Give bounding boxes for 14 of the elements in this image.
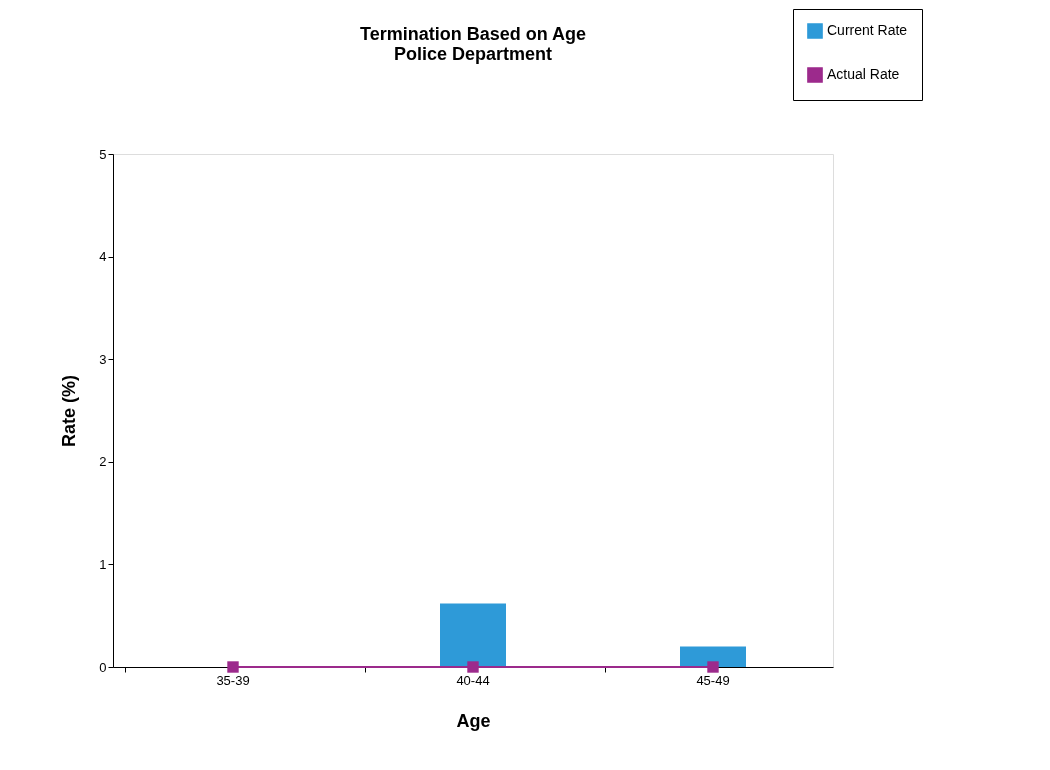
y-tick-label: 3: [99, 351, 107, 367]
legend-label: Actual Rate: [827, 66, 900, 82]
x-tick-label: 45-49: [696, 672, 730, 688]
y-tick-label: 2: [99, 454, 107, 470]
x-tick-label: 35-39: [216, 672, 250, 688]
y-axis-title: Rate (%): [59, 374, 80, 448]
x-axis-title: Age: [456, 710, 491, 731]
chart-title: Termination Based on Age Police Department: [359, 23, 587, 64]
y-tick-label: 4: [99, 249, 107, 265]
y-tick-label: 1: [99, 556, 107, 572]
legend-label: Current Rate: [827, 22, 908, 38]
y-tick-label: 0: [99, 659, 107, 675]
y-tick-label: 5: [99, 146, 107, 162]
x-tick-label: 40-44: [456, 672, 490, 688]
